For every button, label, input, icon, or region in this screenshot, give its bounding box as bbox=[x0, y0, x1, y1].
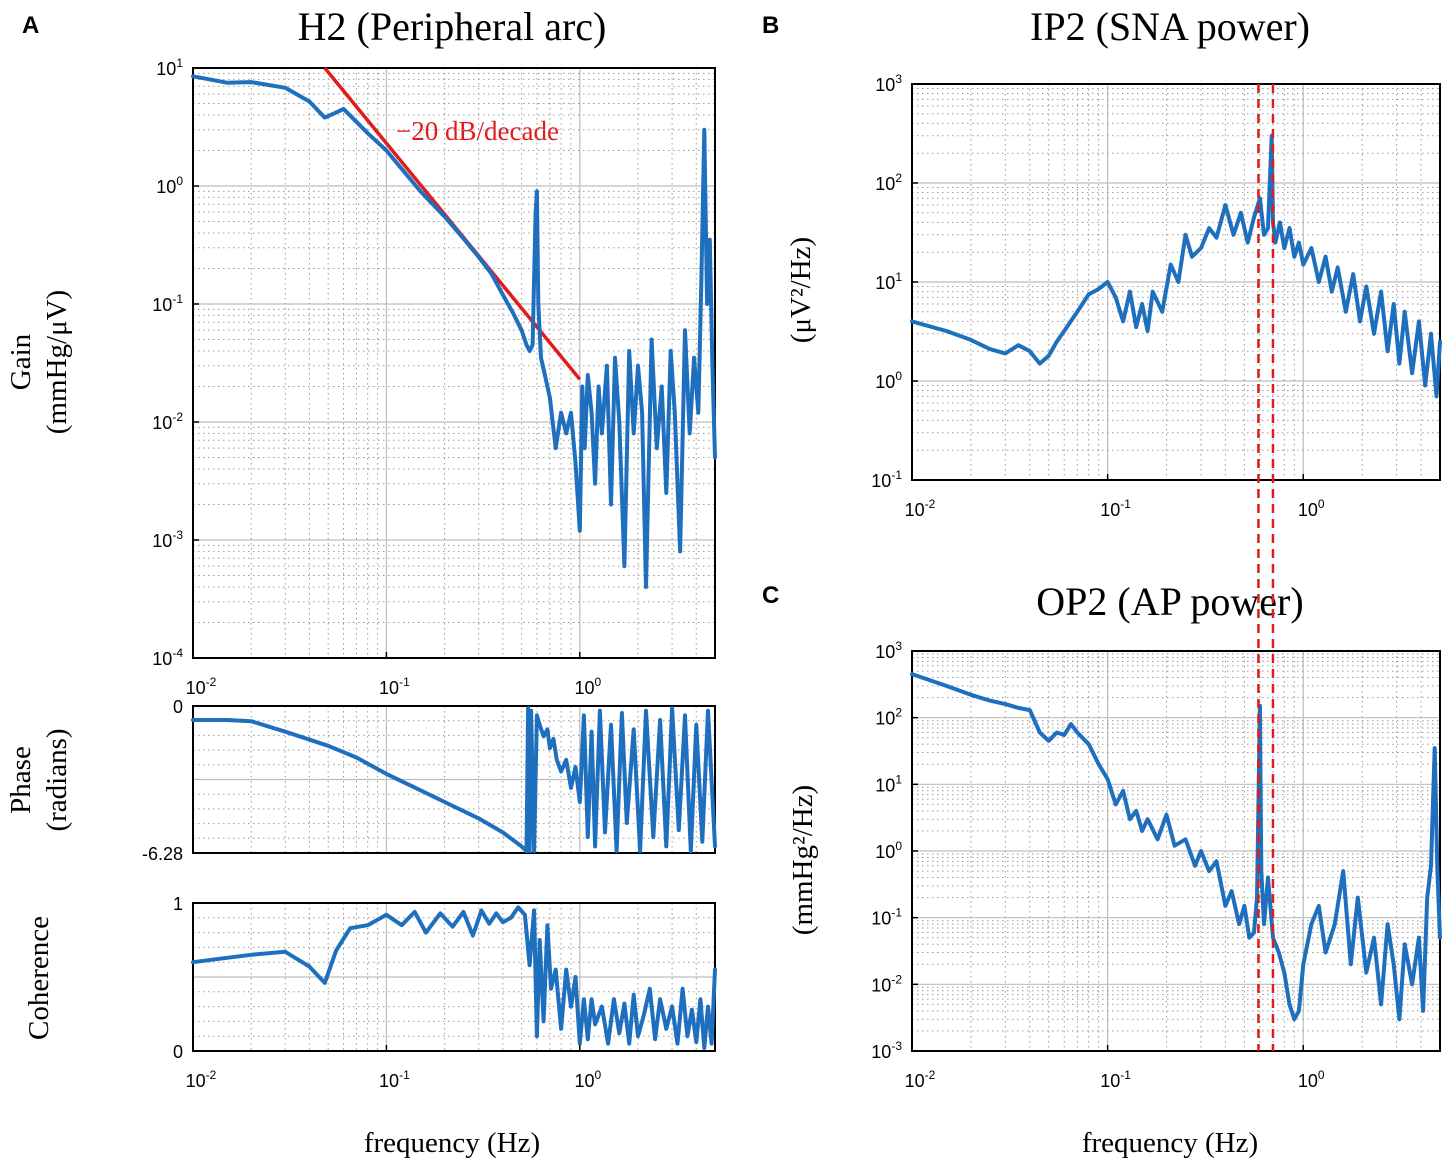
x-tick-label: 100 bbox=[574, 675, 601, 698]
gain-ylabel-line2: (mmHg/μV) bbox=[41, 290, 73, 434]
x-tick-label: 10-2 bbox=[905, 497, 936, 520]
x-tick-label: 10-2 bbox=[186, 1068, 217, 1091]
gain-grid bbox=[192, 68, 716, 659]
ip2-grid bbox=[911, 84, 1441, 481]
y-tick-label: 102 bbox=[875, 171, 902, 194]
y-tick-label: 10-2 bbox=[152, 410, 183, 433]
y-tick-label: -6.28 bbox=[142, 844, 183, 864]
y-tick-label: 1 bbox=[173, 894, 183, 914]
coherence-series-line bbox=[191, 905, 717, 1050]
op2-xlabel: frequency (Hz) bbox=[1082, 1127, 1258, 1159]
x-tick-label: 10-1 bbox=[1100, 1068, 1131, 1091]
y-tick-label: 0 bbox=[173, 697, 183, 717]
frequency-markers bbox=[1257, 84, 1275, 1051]
y-tick-label: 103 bbox=[875, 639, 902, 662]
y-tick-label: 10-4 bbox=[152, 646, 183, 669]
gain-title: H2 (Peripheral arc) bbox=[298, 4, 607, 49]
y-tick-label: 10-1 bbox=[871, 468, 902, 491]
phase-ylabel-line2: (radians) bbox=[41, 728, 73, 831]
op2-title: OP2 (AP power) bbox=[1036, 579, 1303, 624]
y-tick-label: 100 bbox=[875, 369, 902, 392]
y-tick-label: 10-3 bbox=[871, 1039, 902, 1062]
slope-annotation: −20 dB/decade bbox=[396, 116, 559, 146]
panel-letter-a: A bbox=[22, 12, 39, 39]
ip2-title: IP2 (SNA power) bbox=[1030, 4, 1310, 49]
x-tick-label: 10-1 bbox=[379, 675, 410, 698]
x-tick-label: 10-1 bbox=[1100, 497, 1131, 520]
phase-plot: 0 -6.28 bbox=[142, 697, 717, 864]
phase-series-line bbox=[191, 706, 717, 854]
op2-ylabel: (mmHg²/Hz) bbox=[787, 785, 819, 935]
x-tick-label: 100 bbox=[574, 1068, 601, 1091]
y-tick-label: 101 bbox=[156, 56, 183, 79]
gain-frame bbox=[192, 67, 716, 659]
x-tick-label: 10-2 bbox=[905, 1068, 936, 1091]
op2-series-line bbox=[910, 672, 1442, 1022]
coherence-xlabel: frequency (Hz) bbox=[364, 1127, 540, 1159]
y-tick-label: 10-1 bbox=[871, 906, 902, 929]
y-tick-label: 100 bbox=[875, 839, 902, 862]
op2-grid bbox=[911, 651, 1441, 1052]
y-tick-label: 103 bbox=[875, 72, 902, 95]
phase-frame bbox=[192, 705, 716, 854]
y-tick-label: 10-2 bbox=[871, 972, 902, 995]
panel-letter-c: C bbox=[762, 582, 779, 609]
phase-ylabel-line1: Phase bbox=[5, 746, 37, 814]
coherence-grid bbox=[192, 903, 716, 1051]
x-tick-label: 10-1 bbox=[379, 1068, 410, 1091]
y-tick-label: 102 bbox=[875, 706, 902, 729]
ip2-series-line bbox=[910, 133, 1442, 399]
ip2-ylabel: (μV²/Hz) bbox=[785, 237, 817, 343]
y-tick-label: 10-3 bbox=[152, 528, 183, 551]
x-tick-label: 100 bbox=[1298, 1068, 1325, 1091]
gain-ylabel-line1: Gain bbox=[5, 333, 37, 390]
gain-series-line bbox=[191, 74, 717, 589]
x-tick-label: 10-2 bbox=[186, 675, 217, 698]
y-tick-label: 101 bbox=[875, 270, 902, 293]
coherence-ylabel: Coherence bbox=[23, 916, 55, 1040]
y-tick-label: 0 bbox=[173, 1042, 183, 1062]
y-tick-label: 100 bbox=[156, 174, 183, 197]
coherence-plot: 1 010-2 10-1 100 bbox=[173, 894, 717, 1091]
y-tick-label: 101 bbox=[875, 772, 902, 795]
panel-letter-b: B bbox=[762, 12, 779, 39]
x-tick-label: 100 bbox=[1298, 497, 1325, 520]
y-tick-label: 10-1 bbox=[152, 292, 183, 315]
